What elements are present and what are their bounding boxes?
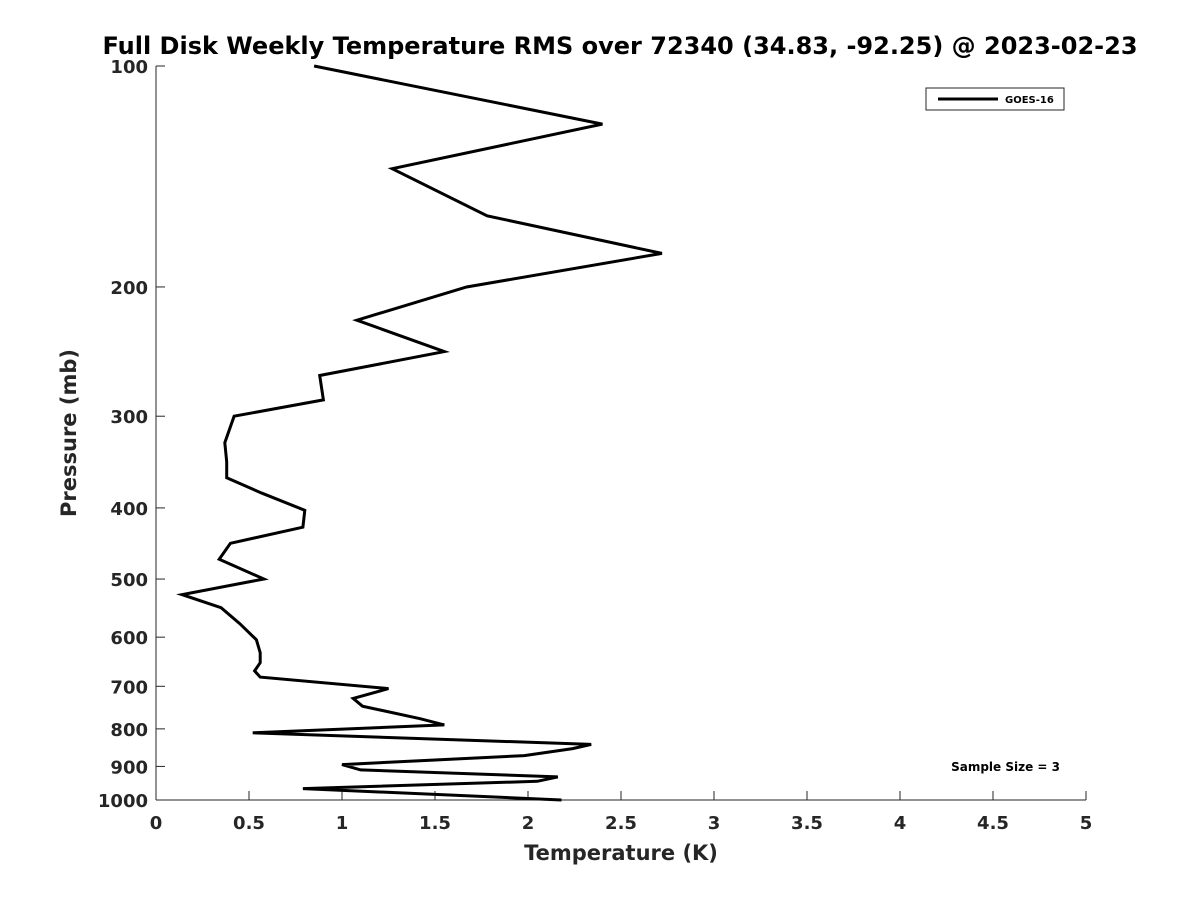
x-tick-label: 0.5 (233, 813, 265, 834)
legend: GOES-16 (925, 87, 1065, 111)
x-tick-label: 2 (522, 813, 535, 834)
chart-title: Full Disk Weekly Temperature RMS over 72… (102, 32, 1137, 60)
x-axis-ticks: 0 0.5 1 1.5 2 2.5 3 3.5 4 4.5 5 (150, 791, 1093, 834)
plot-frame (155, 66, 1086, 801)
y-tick-label: 1000 (98, 791, 148, 812)
x-tick-label: 3.5 (791, 813, 823, 834)
y-tick-label: 800 (110, 720, 148, 741)
x-axis-label: Temperature (K) (524, 841, 718, 865)
x-tick-label: 1 (336, 813, 349, 834)
x-tick-label: 5 (1080, 813, 1093, 834)
y-tick-label: 200 (110, 278, 148, 299)
series-line-goes-16 (176, 64, 663, 802)
y-tick-label: 600 (110, 628, 148, 649)
y-axis-label: Pressure (mb) (57, 349, 81, 517)
series-layer (176, 64, 663, 802)
x-tick-label: 3 (708, 813, 721, 834)
x-tick-label: 4.5 (977, 813, 1009, 834)
y-tick-label: 100 (110, 57, 148, 78)
y-tick-label: 500 (110, 570, 148, 591)
x-tick-label: 0 (150, 813, 163, 834)
x-tick-label: 2.5 (605, 813, 637, 834)
y-tick-label: 300 (110, 407, 148, 428)
x-tick-label: 4 (894, 813, 907, 834)
legend-entry-goes-16: GOES-16 (1005, 95, 1054, 106)
y-axis-ticks: 100 200 300 400 500 600 700 800 900 1000 (98, 57, 165, 812)
y-tick-label: 900 (110, 757, 148, 778)
y-tick-label: 700 (110, 677, 148, 698)
x-tick-label: 1.5 (419, 813, 451, 834)
sample-size-annotation: Sample Size = 3 (951, 760, 1060, 774)
y-tick-label: 400 (110, 499, 148, 520)
